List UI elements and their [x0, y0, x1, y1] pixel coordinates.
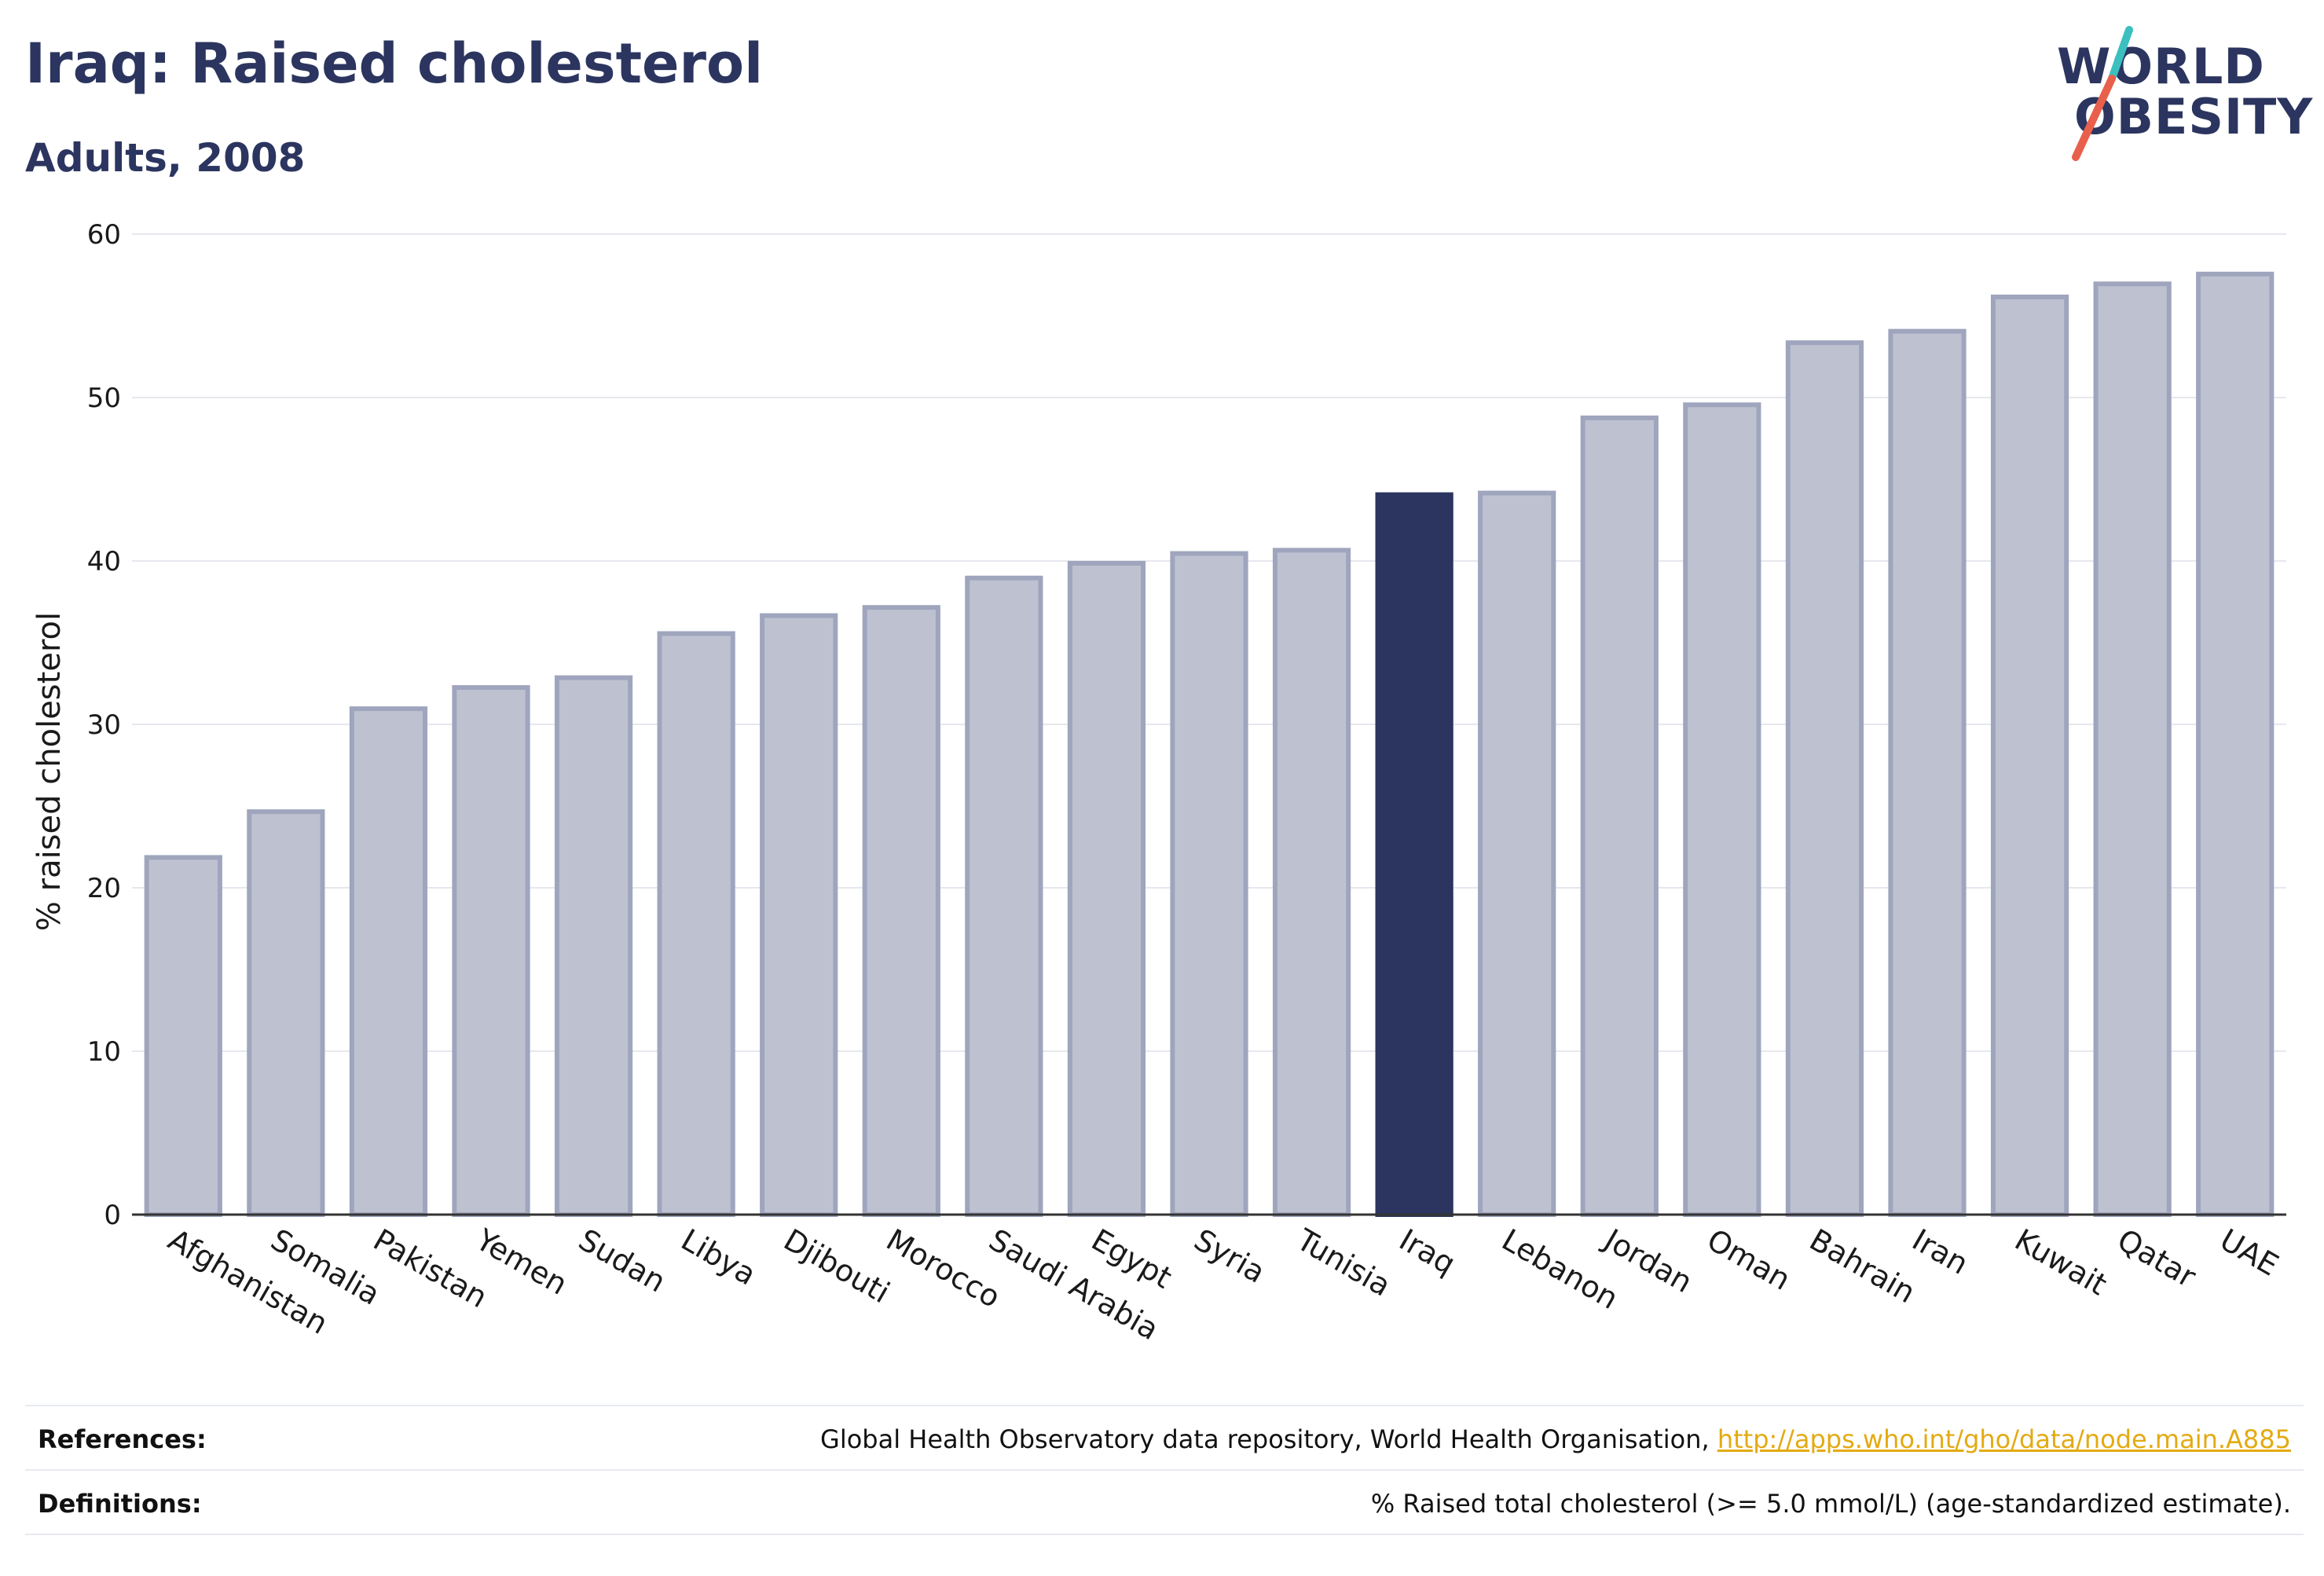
x-tick-label: Djibouti	[778, 1222, 896, 1310]
references-label: References:	[38, 1424, 207, 1454]
x-tick-label: Sudan	[573, 1222, 672, 1299]
x-tick-label: Saudi Arabia	[983, 1222, 1164, 1347]
bar-pakistan	[349, 706, 428, 1217]
references-link[interactable]: http://apps.who.int/gho/data/node.main.A…	[1717, 1424, 2291, 1454]
bar-sudan	[554, 675, 633, 1217]
x-tick-label: Kuwait	[2009, 1222, 2113, 1303]
bar-yemen	[452, 685, 530, 1217]
references-text: Global Health Observatory data repositor…	[820, 1424, 1717, 1454]
chart-subtitle: Adults, 2008	[25, 135, 306, 181]
x-tick-label: UAE	[2214, 1222, 2284, 1283]
bar-syria	[1170, 551, 1248, 1217]
bar-saudi-arabia	[965, 575, 1043, 1217]
bar-egypt	[1067, 561, 1146, 1217]
bar-chart: 0 10 20 30 40 50 60 AfghanistanSomaliaPakistan…	[31, 219, 2286, 1347]
x-tick-label: Qatar	[2112, 1222, 2202, 1295]
bar-qatar	[2093, 281, 2172, 1218]
references-value: Global Health Observatory data repositor…	[820, 1424, 2291, 1454]
footer-divider	[25, 1534, 2304, 1535]
x-tick-label: Oman	[1701, 1222, 1796, 1297]
logo-line2: OBESITY	[2074, 88, 2314, 145]
x-tick-label: Libya	[676, 1222, 762, 1292]
bar-uae	[2196, 271, 2275, 1218]
y-axis-label: % raised cholesterol	[31, 612, 68, 931]
references-row: References: Global Health Observatory da…	[38, 1416, 2291, 1463]
y-tick-label: 0	[104, 1200, 121, 1231]
bar-iraq	[1375, 492, 1453, 1217]
definitions-row: Definitions: % Raised total cholesterol …	[38, 1480, 2291, 1527]
bar-morocco	[862, 605, 940, 1217]
y-tick-label: 10	[87, 1036, 121, 1068]
bar-oman	[1683, 402, 1761, 1217]
bar-bahrain	[1785, 340, 1864, 1218]
y-tick-label: 30	[87, 709, 121, 741]
x-tick-label: Morocco	[881, 1222, 1006, 1315]
world-obesity-logo: WORLD OBESITY	[2043, 22, 2314, 163]
bar-libya	[657, 631, 735, 1217]
bar-tunisia	[1272, 548, 1351, 1217]
bar-afghanistan	[144, 855, 222, 1218]
bar-lebanon	[1478, 490, 1556, 1217]
y-tick-label: 40	[87, 546, 121, 577]
bar-iran	[1888, 328, 1967, 1217]
bar-kuwait	[1990, 294, 2069, 1218]
bar-djibouti	[760, 613, 838, 1217]
bar-somalia	[247, 809, 325, 1218]
x-tick-label: Iraq	[1394, 1222, 1461, 1281]
definitions-text: % Raised total cholesterol (>= 5.0 mmol/…	[1370, 1489, 2291, 1519]
x-tick-label: Bahrain	[1804, 1222, 1921, 1310]
footer-divider	[25, 1405, 2304, 1406]
y-axis-ticks: 0 10 20 30 40 50 60	[87, 219, 121, 1231]
bars	[144, 271, 2275, 1218]
footer-divider	[25, 1469, 2304, 1471]
x-tick-label: Lebanon	[1496, 1222, 1624, 1316]
x-tick-label: Iran	[1907, 1222, 1974, 1281]
x-tick-label: Syria	[1189, 1222, 1271, 1290]
logo-line1: WORLD	[2057, 38, 2265, 95]
y-tick-label: 20	[87, 873, 121, 904]
y-tick-label: 50	[87, 383, 121, 414]
definitions-label: Definitions:	[38, 1489, 202, 1519]
bar-jordan	[1580, 415, 1659, 1217]
x-tick-label: Pakistan	[368, 1222, 493, 1315]
chart-title: Iraq: Raised cholesterol	[25, 31, 764, 96]
y-tick-label: 60	[87, 219, 121, 251]
x-tick-label: Tunisia	[1290, 1222, 1396, 1303]
logo-slash-icon	[2072, 26, 2133, 161]
